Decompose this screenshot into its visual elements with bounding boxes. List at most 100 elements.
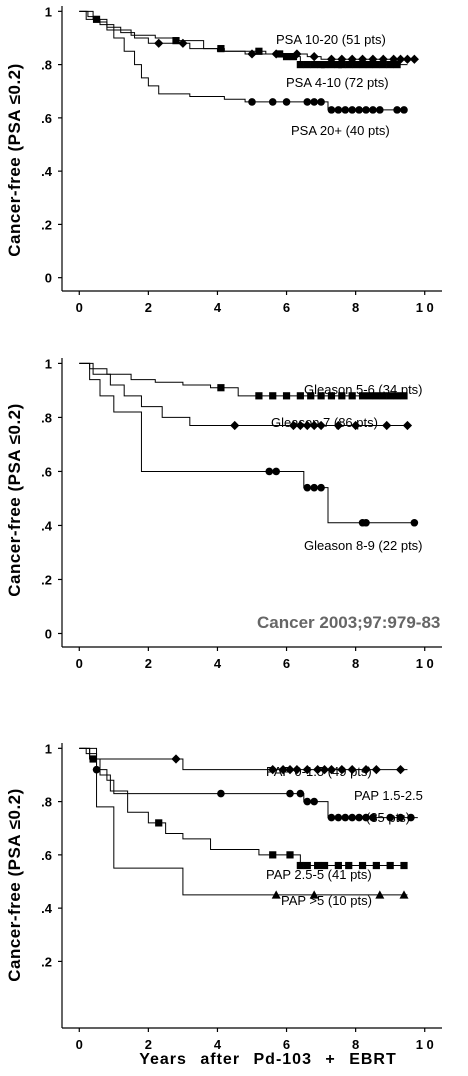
censor-mark: [368, 54, 378, 64]
censor-mark: [396, 813, 405, 822]
censor-mark: [314, 861, 322, 870]
censor-mark: [393, 60, 401, 69]
censor-mark: [217, 45, 225, 53]
censor-mark: [302, 765, 312, 775]
censor-mark: [247, 49, 257, 59]
censor-mark: [320, 861, 329, 870]
y-tick-label: .4: [41, 901, 53, 916]
x-tick-label: 8: [352, 300, 359, 315]
censor-mark: [409, 54, 419, 64]
y-tick-label: .8: [41, 58, 52, 73]
censor-mark: [309, 890, 319, 899]
censor-mark: [268, 98, 277, 106]
censor-mark: [365, 60, 374, 69]
series-label: PAP 2.5-5 (41 pts): [266, 867, 372, 882]
x-tick-label: 8: [352, 1037, 359, 1052]
censor-mark: [399, 890, 409, 899]
censor-mark: [355, 813, 363, 822]
censor-mark: [334, 813, 343, 822]
series-label: PAP >5 (10 pts): [281, 893, 372, 908]
censor-mark: [307, 392, 315, 400]
series-label: Gleason 5-6 (34 pts): [304, 382, 423, 397]
censor-mark: [327, 813, 336, 822]
censor-mark: [217, 384, 225, 392]
censor-mark: [348, 106, 356, 114]
censor-mark: [386, 813, 394, 822]
x-tick-label: 0: [76, 656, 83, 671]
x-tick-label: 1 0: [416, 656, 434, 671]
censor-mark: [338, 60, 346, 69]
censor-mark: [379, 392, 387, 400]
censor-mark: [89, 755, 97, 763]
censor-mark: [310, 60, 318, 69]
y-tick-label: .6: [41, 848, 52, 863]
x-tick-label: 1 0: [416, 300, 434, 315]
censor-mark: [348, 392, 356, 400]
series-3: [79, 747, 408, 870]
series-label: Gleason 7 (86 pts): [271, 415, 378, 430]
censor-mark: [282, 392, 291, 400]
censor-mark: [317, 98, 325, 106]
censor-mark: [365, 392, 374, 400]
censor-mark: [303, 797, 312, 806]
censor-mark: [171, 754, 181, 764]
y-tick-label: .2: [41, 954, 52, 969]
censor-mark: [316, 420, 326, 431]
x-tick-label: 6: [283, 1037, 290, 1052]
y-axis-label: Cancer-free (PSA ≤0.2): [5, 788, 24, 982]
censor-mark: [378, 54, 388, 64]
censor-mark: [313, 765, 323, 775]
censor-mark: [371, 765, 381, 775]
censor-mark: [362, 813, 370, 822]
censor-mark: [372, 60, 380, 69]
censor-mark: [345, 861, 353, 870]
censor-mark: [327, 106, 336, 114]
censor-mark: [361, 765, 371, 775]
censor-mark: [265, 467, 274, 476]
censor-mark: [255, 392, 263, 400]
series-1: [79, 747, 408, 775]
censor-mark: [386, 861, 394, 870]
censor-mark: [338, 392, 346, 400]
series-label: PSA 4-10 (72 pts): [286, 75, 389, 90]
censor-mark: [303, 60, 311, 69]
censor-mark: [337, 765, 347, 775]
censor-mark: [296, 789, 305, 798]
x-tick-label: 2: [145, 300, 152, 315]
censor-mark: [352, 60, 360, 69]
censor-mark: [348, 813, 356, 822]
censor-mark: [334, 106, 343, 114]
censor-mark: [395, 765, 406, 775]
censor-mark: [303, 861, 311, 870]
censor-mark: [292, 765, 302, 775]
y-tick-label: 1: [45, 741, 52, 756]
series-line: [79, 362, 408, 427]
censor-mark: [362, 518, 370, 527]
censor-mark: [393, 392, 401, 400]
series-2: [79, 10, 408, 69]
censor-mark: [327, 60, 336, 69]
censor-mark: [334, 861, 342, 870]
censor-mark: [278, 765, 288, 775]
x-tick-label: 6: [283, 300, 290, 315]
series-label: PAP 0-1.5 (49 pts): [266, 764, 372, 779]
series-label: Gleason 8-9 (22 pts): [304, 538, 423, 553]
censor-mark: [302, 420, 312, 431]
censor-mark: [296, 392, 304, 400]
x-tick-label: 4: [214, 300, 222, 315]
censor-mark: [372, 392, 380, 400]
y-tick-label: 1: [45, 4, 52, 19]
x-tick-label: 2: [145, 1037, 152, 1052]
censor-mark: [320, 60, 329, 69]
censor-mark: [372, 861, 380, 870]
censor-mark: [272, 467, 280, 476]
y-tick-label: .8: [41, 795, 52, 810]
series-label: PAP 1.5-2.5: [354, 788, 423, 803]
citation: Cancer 2003;97:979-83: [257, 613, 440, 632]
censor-mark: [400, 392, 408, 400]
series-2: [79, 747, 418, 822]
